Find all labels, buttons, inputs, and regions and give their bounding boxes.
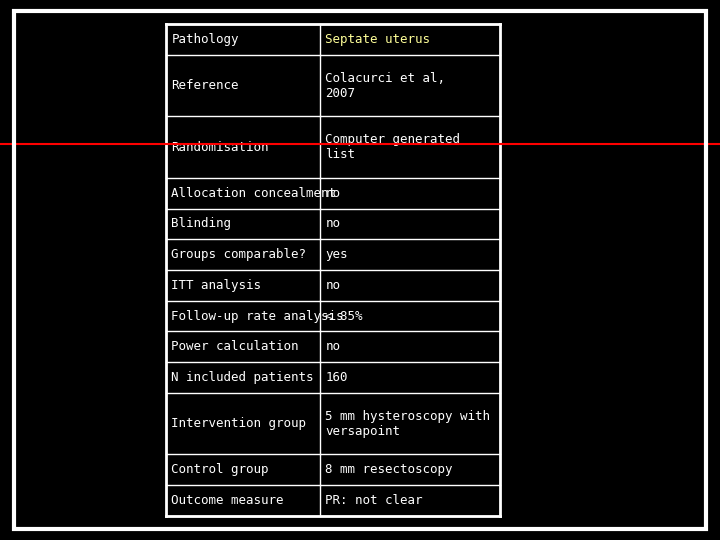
Text: Septate uterus: Septate uterus [325, 33, 431, 46]
Bar [166, 208, 320, 239]
Bar [320, 301, 500, 332]
Text: 160: 160 [325, 371, 348, 384]
Text: Control group: Control group [171, 463, 269, 476]
Bar [320, 239, 500, 270]
Text: no: no [325, 187, 341, 200]
Bar [320, 270, 500, 301]
Text: PR: not clear: PR: not clear [325, 494, 423, 507]
Bar [320, 393, 500, 454]
Text: Groups comparable?: Groups comparable? [171, 248, 307, 261]
Bar [166, 393, 320, 454]
Text: Follow-up rate analysis: Follow-up rate analysis [171, 309, 344, 322]
Text: no: no [325, 279, 341, 292]
Bar [320, 178, 500, 208]
Bar [166, 485, 320, 516]
Bar [166, 239, 320, 270]
Text: Colacurci et al,
2007: Colacurci et al, 2007 [325, 72, 446, 100]
Text: Allocation concealment: Allocation concealment [171, 187, 336, 200]
Text: no: no [325, 218, 341, 231]
Text: Randomisation: Randomisation [171, 140, 269, 154]
Text: Power calculation: Power calculation [171, 340, 299, 353]
Bar [320, 362, 500, 393]
Bar [320, 117, 500, 178]
Text: 8 mm resectoscopy: 8 mm resectoscopy [325, 463, 453, 476]
Text: ITT analysis: ITT analysis [171, 279, 261, 292]
Bar [166, 178, 320, 208]
Text: Outcome measure: Outcome measure [171, 494, 284, 507]
Bar [166, 24, 320, 55]
Bar [166, 270, 320, 301]
Bar [166, 362, 320, 393]
Text: Intervention group: Intervention group [171, 417, 307, 430]
Bar [320, 24, 500, 55]
Text: Blinding: Blinding [171, 218, 231, 231]
Bar [166, 454, 320, 485]
Text: N included patients: N included patients [171, 371, 314, 384]
Text: no: no [325, 340, 341, 353]
Text: < 85%: < 85% [325, 309, 363, 322]
Bar [166, 332, 320, 362]
Bar [320, 332, 500, 362]
Bar [320, 485, 500, 516]
Text: yes: yes [325, 248, 348, 261]
Text: Pathology: Pathology [171, 33, 239, 46]
Bar [166, 55, 320, 117]
Text: Reference: Reference [171, 79, 239, 92]
Bar [166, 117, 320, 178]
Text: Computer generated
list: Computer generated list [325, 133, 460, 161]
Text: 5 mm hysteroscopy with
versapoint: 5 mm hysteroscopy with versapoint [325, 409, 490, 437]
Bar [320, 208, 500, 239]
Bar [166, 301, 320, 332]
Bar [320, 454, 500, 485]
Bar [320, 55, 500, 117]
